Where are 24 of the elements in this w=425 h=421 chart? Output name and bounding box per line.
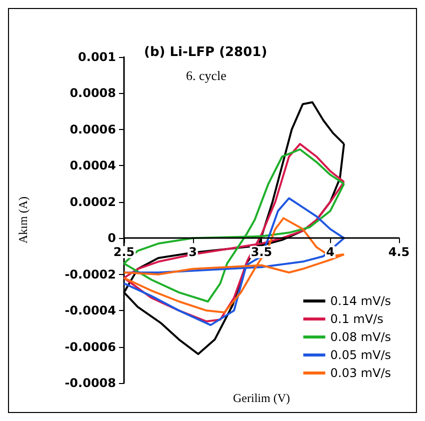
- x-axis-title: Gerilim (V): [233, 391, 290, 405]
- y-tick-label: -0.0002: [64, 267, 116, 282]
- legend-label: 0.14 mV/s: [330, 294, 392, 308]
- x-tick-label: 3: [188, 245, 197, 260]
- legend-label: 0.08 mV/s: [330, 330, 392, 344]
- y-tick-label: -0.0004: [64, 304, 116, 318]
- y-tick-label: 0.0008: [70, 86, 116, 100]
- y-tick-label: 0.001: [78, 50, 116, 64]
- x-tick-label: 4: [326, 245, 334, 260]
- legend-label: 0.1 mV/s: [330, 312, 384, 326]
- y-tick-label: -0.0008: [64, 376, 116, 390]
- legend-label: 0.05 mV/s: [330, 348, 392, 362]
- x-tick-label: 3.5: [250, 245, 272, 260]
- y-tick-label: -0.0006: [64, 340, 116, 354]
- x-tick-label: 4.5: [388, 245, 410, 260]
- legend-label: 0.03 mV/s: [330, 366, 392, 380]
- y-tick-label: 0.0004: [70, 158, 116, 173]
- y-axis-title: Akım (A): [16, 196, 30, 244]
- y-tick-label: 0.0002: [70, 194, 116, 209]
- y-tick-label: 0: [108, 231, 116, 246]
- text: 6. cycle: [186, 68, 227, 83]
- y-tick-label: 0.0006: [70, 122, 116, 136]
- x-tick-label: 2.5: [113, 245, 135, 260]
- chart-title: (b) Li-LFP (2801): [144, 45, 268, 60]
